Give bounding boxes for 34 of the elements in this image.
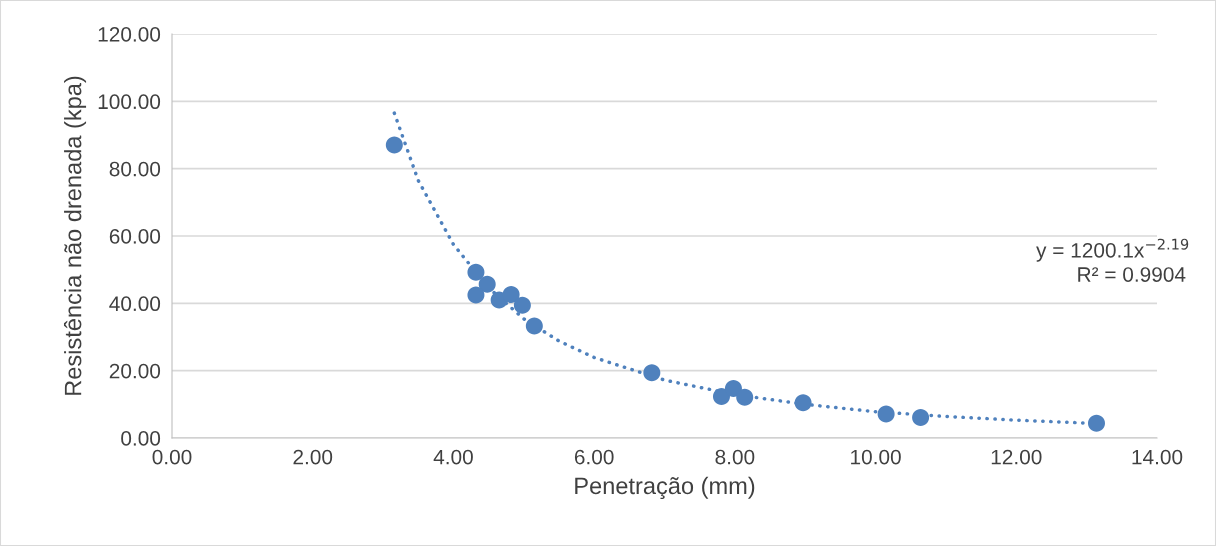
- x-tick-label: 2.00: [293, 449, 333, 465]
- point: [513, 296, 531, 314]
- y-tick-label: 0.00: [121, 431, 161, 446]
- y-tick-label: 120.00: [98, 27, 161, 42]
- point: [478, 275, 496, 293]
- annotation: R² = 0.9904: [1078, 267, 1186, 282]
- point: [467, 286, 485, 304]
- y-axis-title: Resistência não drenada (kpa): [63, 76, 87, 395]
- annotation: y = 1200.1x$^{−2.19}$: [1036, 238, 1189, 262]
- point: [525, 317, 543, 335]
- point: [712, 388, 730, 406]
- point: [643, 364, 661, 382]
- y-tick-label: 40.00: [109, 296, 161, 312]
- point: [467, 263, 485, 281]
- point: [794, 394, 812, 412]
- x-tick-label: 0.00: [152, 449, 192, 465]
- point: [385, 136, 403, 154]
- x-tick-label: 6.00: [574, 449, 614, 465]
- y-tick-label: 20.00: [109, 363, 161, 379]
- x-tick-label: 8.00: [715, 449, 755, 465]
- x-tick-label: 14.00: [1132, 449, 1183, 465]
- point: [736, 388, 754, 406]
- y-tick-label: 60.00: [109, 229, 161, 244]
- y-tick-label: 100.00: [98, 94, 161, 110]
- x-tick-label: 12.00: [991, 449, 1042, 465]
- x-tick-label: 4.00: [433, 449, 473, 465]
- point: [502, 286, 520, 304]
- x-axis-title: Penetração (mm): [575, 476, 755, 499]
- point: [724, 380, 742, 398]
- point: [912, 408, 930, 426]
- point: [1087, 414, 1105, 432]
- x-tick-label: 10.00: [851, 449, 901, 465]
- y-tick-label: 80.00: [109, 161, 161, 177]
- point: [877, 405, 895, 423]
